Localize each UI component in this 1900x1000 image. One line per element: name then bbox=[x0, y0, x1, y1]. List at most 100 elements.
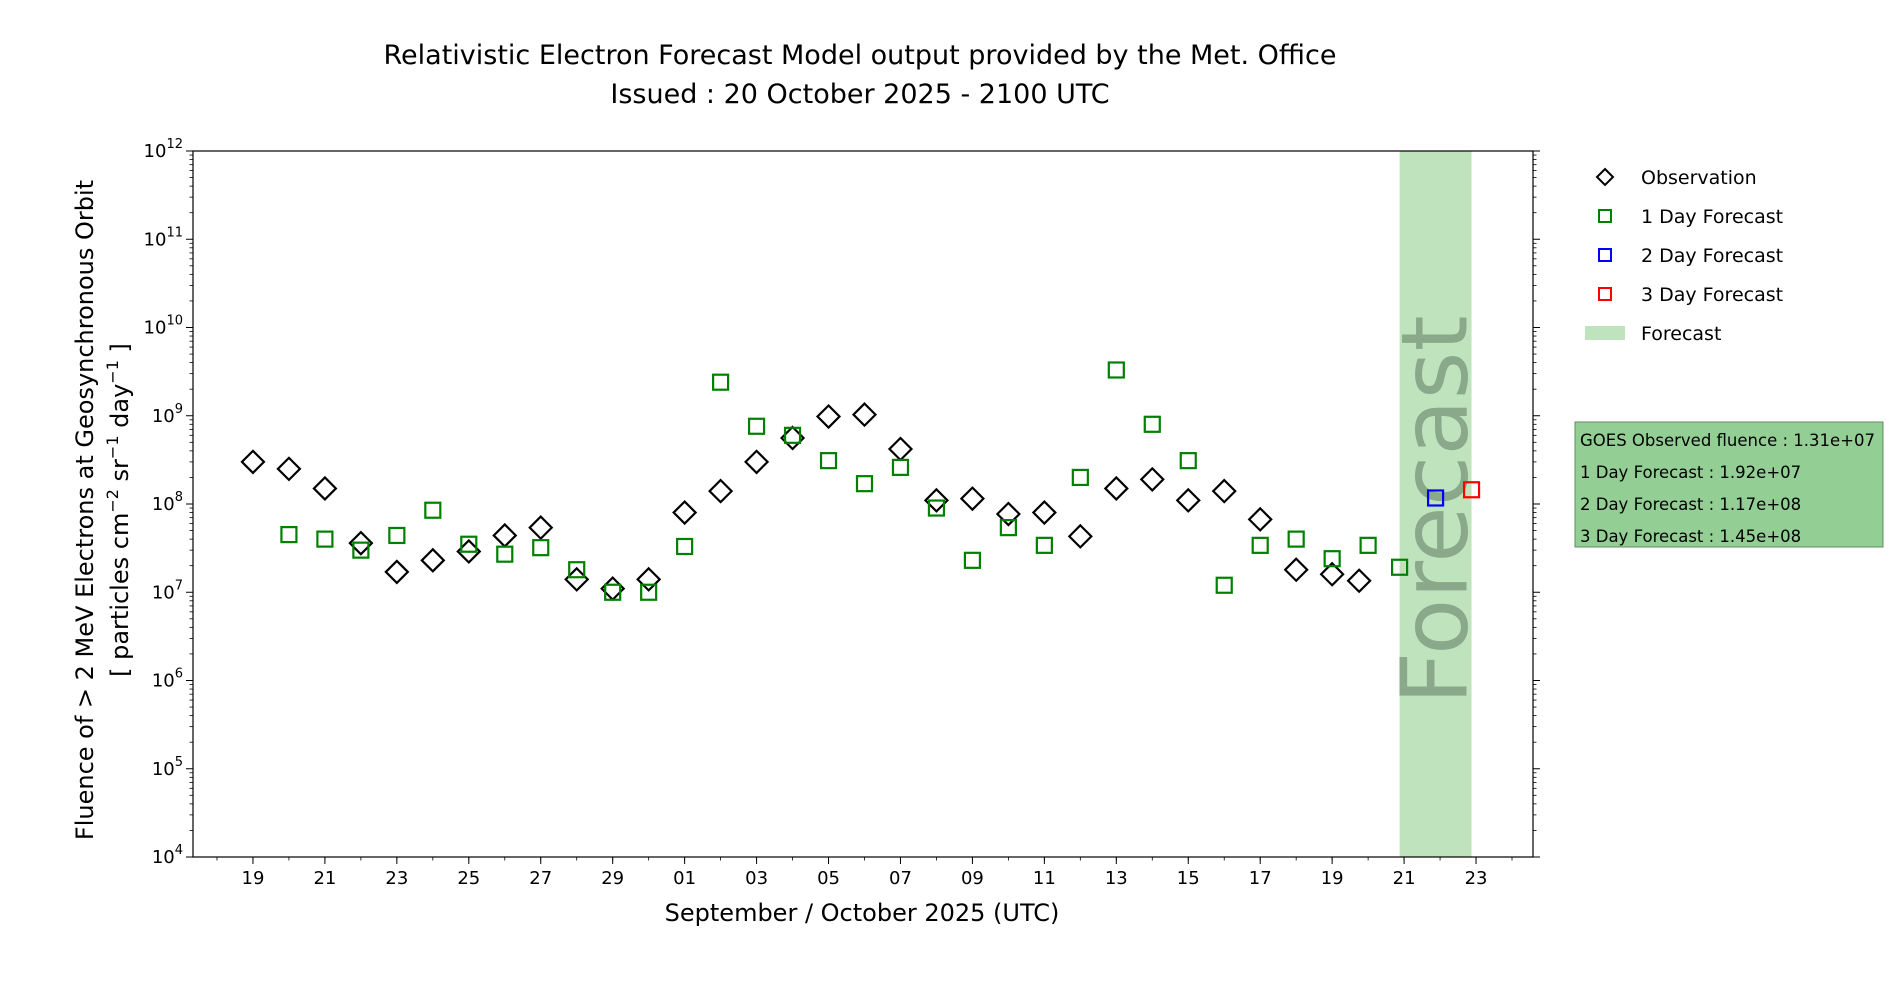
x-tick-label: 25 bbox=[457, 868, 480, 889]
x-tick-label: 17 bbox=[1249, 868, 1272, 889]
observation-point bbox=[276, 456, 302, 482]
3-day-forecast-point bbox=[1462, 481, 1481, 499]
1-day-forecast-point bbox=[460, 535, 478, 553]
1-day-forecast-point bbox=[604, 583, 622, 601]
observation-point bbox=[240, 449, 266, 475]
1-day-forecast-point bbox=[1071, 468, 1089, 487]
observation-point bbox=[1031, 499, 1057, 526]
1-day-forecast-point bbox=[352, 541, 370, 559]
1-day-forecast-point bbox=[747, 417, 766, 435]
y-units-exp-b: −1 bbox=[103, 435, 122, 459]
info-box-line: 2 Day Forecast : 1.17e+08 bbox=[1580, 495, 1801, 514]
legend-1-day-forecast-label: 1 Day Forecast bbox=[1641, 206, 1783, 228]
x-tick-label: 13 bbox=[1105, 868, 1128, 889]
y-units-prefix: [ particles cm bbox=[106, 513, 134, 677]
y-tick-label: 105 bbox=[152, 755, 183, 780]
info-box-line: 1 Day Forecast : 1.92e+07 bbox=[1580, 463, 1801, 482]
legend-2-day-forecast-marker bbox=[1598, 248, 1612, 262]
y-tick-label: 107 bbox=[152, 578, 183, 603]
1-day-forecast-point bbox=[388, 526, 406, 545]
observation-point bbox=[1346, 568, 1372, 594]
x-tick-label: 23 bbox=[385, 868, 408, 889]
y-tick-label: 1012 bbox=[144, 137, 183, 162]
1-day-forecast-point bbox=[927, 499, 946, 517]
observation-point bbox=[420, 547, 446, 573]
observation-point bbox=[1067, 523, 1093, 549]
1-day-forecast-point bbox=[676, 537, 694, 556]
observation-point bbox=[887, 436, 914, 462]
info-box-line: 3 Day Forecast : 1.45e+08 bbox=[1580, 527, 1801, 546]
observation-point bbox=[708, 478, 734, 504]
x-tick-label: 11 bbox=[1033, 868, 1056, 889]
y-axis-units-label: [ particles cm−2 sr−1 day−1 ] bbox=[103, 343, 134, 677]
legend: Observation 1 Day Forecast 2 Day Forecast 3… bbox=[1585, 167, 1783, 345]
observation-point bbox=[492, 522, 518, 549]
1-day-forecast-point bbox=[496, 545, 514, 563]
x-tick-label: 27 bbox=[529, 868, 552, 889]
legend-forecast-swatch bbox=[1585, 326, 1625, 340]
chart-title: Relativistic Electron Forecast Model out… bbox=[384, 40, 1337, 71]
legend-3-day-forecast-label: 3 Day Forecast bbox=[1641, 284, 1783, 306]
y-units-exp-c: −1 bbox=[103, 360, 122, 384]
y-tick-label: 104 bbox=[152, 843, 183, 868]
1-day-forecast-point bbox=[1359, 536, 1377, 554]
chart-subtitle: Issued : 20 October 2025 - 2100 UTC bbox=[610, 79, 1109, 110]
x-tick-label: 19 bbox=[1321, 868, 1344, 889]
y-tick-label: 1011 bbox=[144, 225, 183, 250]
y-units-suffix: ] bbox=[106, 343, 134, 360]
observation-point bbox=[1247, 506, 1273, 532]
1-day-forecast-point bbox=[891, 458, 910, 476]
y-tick-label: 108 bbox=[152, 490, 183, 515]
1-day-forecast-point bbox=[568, 561, 586, 579]
2-day-forecast-point bbox=[1426, 489, 1445, 507]
forecast-band bbox=[1399, 151, 1472, 857]
observation-point bbox=[528, 515, 554, 541]
legend-forecast-label: Forecast bbox=[1641, 323, 1721, 345]
1-day-forecast-point bbox=[855, 475, 874, 493]
1-day-forecast-point bbox=[424, 501, 442, 519]
1-day-forecast-point bbox=[1143, 415, 1161, 433]
observation-point bbox=[672, 499, 698, 526]
observation-point bbox=[851, 402, 878, 428]
observation-point bbox=[1319, 561, 1345, 587]
info-box-line: GOES Observed fluence : 1.31e+07 bbox=[1580, 431, 1875, 450]
1-day-forecast-point bbox=[1287, 530, 1305, 548]
observation-point bbox=[1139, 466, 1165, 492]
observation-point bbox=[1103, 475, 1129, 502]
x-tick-label: 09 bbox=[961, 868, 984, 889]
x-tick-label: 21 bbox=[313, 868, 336, 889]
x-tick-label: 03 bbox=[745, 868, 768, 889]
legend-observation-marker bbox=[1595, 167, 1615, 187]
1-day-forecast-point bbox=[640, 583, 658, 601]
1-day-forecast-point bbox=[1035, 536, 1053, 554]
info-box-background bbox=[1574, 421, 1884, 548]
1-day-forecast-point bbox=[1251, 536, 1269, 554]
forecast-region-layer: Forecast bbox=[1382, 151, 1489, 857]
legend-3-day-forecast-marker bbox=[1598, 287, 1612, 301]
x-tick-label: 29 bbox=[601, 868, 624, 889]
data-points bbox=[240, 361, 1481, 602]
plot-frame bbox=[192, 150, 1534, 858]
1-day-forecast-point bbox=[963, 551, 982, 569]
1-day-forecast-point bbox=[999, 519, 1017, 537]
1-day-forecast-point bbox=[1107, 361, 1125, 379]
y-units-exp-a: −2 bbox=[103, 489, 122, 513]
y-tick-label: 109 bbox=[152, 402, 183, 427]
legend-1-day-forecast-marker bbox=[1598, 209, 1612, 223]
y-tick-label: 1010 bbox=[144, 314, 183, 339]
x-tick-label: 15 bbox=[1177, 868, 1200, 889]
observation-point bbox=[312, 475, 338, 502]
x-tick-label: 21 bbox=[1393, 868, 1416, 889]
observation-point bbox=[348, 530, 374, 556]
observation-point bbox=[744, 449, 770, 475]
1-day-forecast-point bbox=[1323, 550, 1341, 568]
y-units-mid1: sr bbox=[106, 459, 134, 489]
y-units-mid2: day bbox=[106, 384, 134, 436]
observation-point bbox=[959, 486, 985, 512]
1-day-forecast-point bbox=[1390, 558, 1409, 576]
observation-point bbox=[1175, 487, 1201, 513]
observation-point bbox=[1211, 478, 1237, 504]
x-tick-label: 07 bbox=[889, 868, 912, 889]
info-box: GOES Observed fluence : 1.31e+07 1 Day Fo… bbox=[1574, 421, 1884, 548]
